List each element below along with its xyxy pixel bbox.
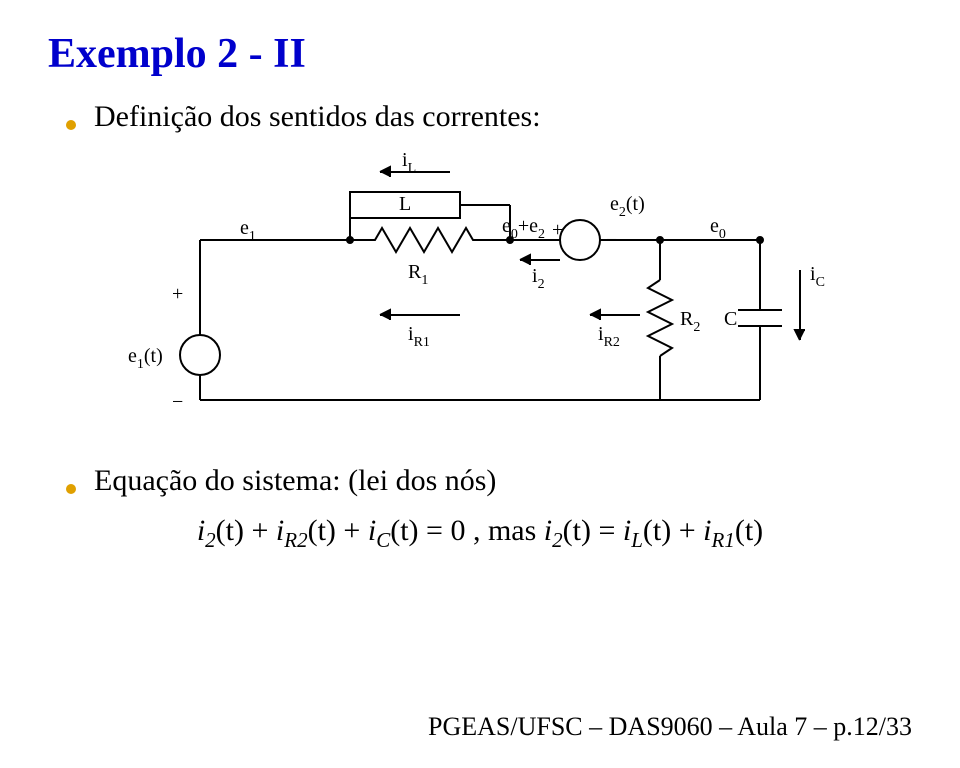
- label-R2: R2: [680, 308, 700, 335]
- eq-iC: iC(t): [368, 514, 419, 547]
- eq-eq: =: [598, 514, 622, 547]
- label-iR2: iR2: [598, 323, 620, 350]
- label-iR1: iR1: [408, 323, 430, 350]
- eq-i2: i2(t): [197, 514, 244, 547]
- bullet-1-text: Definição dos sentidos das correntes:: [94, 100, 541, 134]
- eq-iR1: iR1(t): [703, 514, 763, 547]
- eq-plus-2: +: [343, 514, 367, 547]
- circuit-diagram: iL L e1 R1 e0+e2 i2 e2(t) e0 + − + − e1(…: [48, 150, 912, 440]
- label-minus-src: −: [606, 229, 617, 251]
- eq-plus-3: +: [679, 514, 703, 547]
- bullet-dot-icon: [66, 120, 76, 130]
- label-plus-src: +: [552, 219, 563, 241]
- bullet-dot-icon: [66, 484, 76, 494]
- bullet-2-text: Equação do sistema: (lei dos nós): [94, 464, 496, 498]
- label-R1: R1: [408, 261, 428, 288]
- label-L: L: [399, 193, 411, 215]
- label-e1t: e1(t): [128, 345, 163, 372]
- bullet-2: Equação do sistema: (lei dos nós): [48, 464, 912, 498]
- label-e0: e0: [710, 215, 726, 242]
- eq-iL: iL(t): [623, 514, 671, 547]
- label-C: C: [724, 308, 737, 330]
- label-plus-left: +: [172, 283, 183, 305]
- eq-mas: , mas: [473, 514, 544, 547]
- slide-title: Exemplo 2 - II: [48, 30, 912, 78]
- label-minus-left: −: [172, 391, 183, 413]
- eq-plus-1: +: [252, 514, 276, 547]
- label-i2: i2: [532, 265, 545, 292]
- slide-footer: PGEAS/UFSC – DAS9060 – Aula 7 – p.12/33: [428, 712, 912, 742]
- eq-zero: = 0: [426, 514, 465, 547]
- label-e2t: e2(t): [610, 193, 645, 220]
- label-iC: iC: [810, 263, 825, 290]
- equation: i2(t) + iR2(t) + iC(t) = 0 , mas i2(t) =…: [48, 514, 912, 553]
- bullet-1: Definição dos sentidos das correntes:: [48, 100, 912, 134]
- eq-iR2: iR2(t): [276, 514, 336, 547]
- eq-i2r: i2(t): [544, 514, 591, 547]
